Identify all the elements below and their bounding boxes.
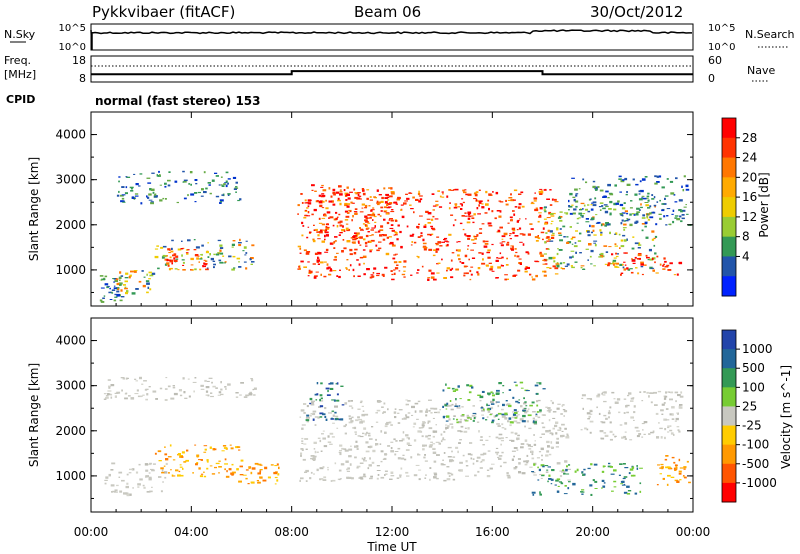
beam-label: Beam 06 [354,3,421,21]
power-colorbar-label: Power [dB] [757,172,771,237]
power-colorbar-swatch [722,256,736,277]
power-y-axis-label: Slant Range [km] [27,157,41,261]
velocity-scatter-region [230,462,280,485]
noise-panel: N.Sky N.Search 10^5 10^0 10^5 10^0 [4,23,795,53]
velocity-colorbar-swatch [722,425,736,446]
nave-tick-bottom: 0 [708,72,715,85]
frequency-panel: Freq. [MHz] Nave 18 8 60 0 [4,54,775,85]
velocity-y-tick-label: 4000 [55,334,86,348]
x-axis-label: Time UT [366,540,417,554]
power-colorbar-swatch [722,118,736,139]
power-scatter-region [99,275,125,303]
velocity-colorbar-tick-label: -100 [742,438,769,452]
power-colorbar-swatch [722,276,736,297]
power-colorbar-tick-label: 16 [742,190,757,204]
velocity-panel: 1000 2000 3000 4000 00:00 04:00 08:00 12:00 16:… [27,317,793,554]
velocity-colorbar-swatch [722,406,736,427]
x-tick-label: 00:00 [676,525,711,539]
power-scatter-region [543,202,658,271]
velocity-colorbar-tick-label: 25 [742,399,757,413]
nsearch-label: N.Search [745,28,795,41]
x-tick-label: 00:00 [74,525,109,539]
velocity-colorbar-label: Velocity [m s^-1] [779,365,793,469]
power-scatter-region [116,170,242,205]
cpid-value: normal (fast stereo) 153 [95,94,261,108]
velocity-scatter-region [154,444,244,478]
power-scatter-region [304,184,395,245]
power-scatter-region [297,188,559,281]
velocity-y-tick-label: 1000 [55,469,86,483]
power-colorbar-swatch [722,236,736,257]
date-label: 30/Oct/2012 [590,3,683,21]
power-y-tick-label: 1000 [55,263,86,277]
velocity-scatter-region [305,382,345,422]
freq-unit-label: [MHz] [4,68,36,81]
velocity-colorbar-swatch [722,482,736,503]
x-tick-label: 16:00 [475,525,510,539]
x-tick-label: 08:00 [274,525,309,539]
freq-tick-bottom: 8 [79,72,86,85]
power-y-tick-label: 2000 [55,218,86,232]
velocity-scatter-region [104,462,168,497]
power-y-tick-label: 4000 [55,128,86,142]
noise-right-tick-top: 10^5 [708,23,735,34]
velocity-colorbar-tick-label: -1000 [742,476,777,490]
velocity-y-axis-label: Slant Range [km] [27,363,41,467]
velocity-colorbar-swatch [722,368,736,388]
cpid-label: CPID [6,93,35,106]
velocity-colorbar-swatch [722,463,736,484]
velocity-scatter-region [580,390,684,441]
velocity-y-tick-label: 3000 [55,379,86,393]
frequency-line [91,70,693,76]
power-scatter-region [568,175,692,228]
velocity-colorbar-swatch [722,387,736,407]
x-tick-label: 20:00 [575,525,610,539]
noise-left-tick-top: 10^5 [59,23,86,34]
velocity-scatter-region [299,399,571,482]
velocity-colorbar-tick-label: 1000 [742,342,773,356]
power-y-tick-label: 3000 [55,173,86,187]
velocity-scatter-region [442,381,546,424]
velocity-colorbar-swatch [722,330,736,350]
power-scatter-region [166,248,209,271]
power-colorbar-swatch [722,157,736,178]
power-colorbar-swatch [722,197,736,218]
velocity-scatter-region [103,376,257,401]
power-scatter-region [607,252,683,276]
nave-label: Nave [747,64,775,77]
noise-right-tick-bottom: 10^0 [708,42,735,53]
nsky-label: N.Sky [4,28,36,41]
power-colorbar-tick-label: 20 [742,170,757,184]
noise-left-tick-bottom: 10^0 [59,42,86,53]
velocity-colorbar-tick-label: 500 [742,361,765,375]
velocity-scatter-region [531,462,643,496]
power-colorbar-tick-label: 24 [742,151,757,165]
x-tick-label: 12:00 [375,525,410,539]
power-scatter-region [112,270,156,295]
power-colorbar-swatch [722,137,736,159]
power-scatter-region [154,238,255,271]
power-panel: 1000 2000 3000 4000 Slant Range [km] 28 24 20… [27,111,771,307]
x-tick-label: 04:00 [174,525,209,539]
velocity-y-tick-label: 2000 [55,424,86,438]
noise-line [90,29,692,51]
nave-tick-top: 60 [708,54,722,67]
velocity-colorbar-tick-label: 100 [742,380,765,394]
power-colorbar-tick-label: 8 [742,230,750,244]
plot-title: Pykkvibaer (fitACF) [92,3,235,21]
velocity-colorbar-tick-label: -500 [742,457,769,471]
velocity-scatter-region [656,455,691,486]
power-colorbar-swatch [722,177,736,198]
power-colorbar-tick-label: 4 [742,249,750,263]
power-colorbar-swatch [722,216,736,238]
velocity-colorbar-swatch [722,349,736,369]
freq-label: Freq. [4,54,31,67]
power-colorbar-tick-label: 12 [742,210,757,224]
freq-tick-top: 18 [72,54,86,67]
velocity-colorbar-swatch [722,444,736,465]
velocity-colorbar-tick-label: -25 [742,419,762,433]
power-colorbar-tick-label: 28 [742,131,757,145]
